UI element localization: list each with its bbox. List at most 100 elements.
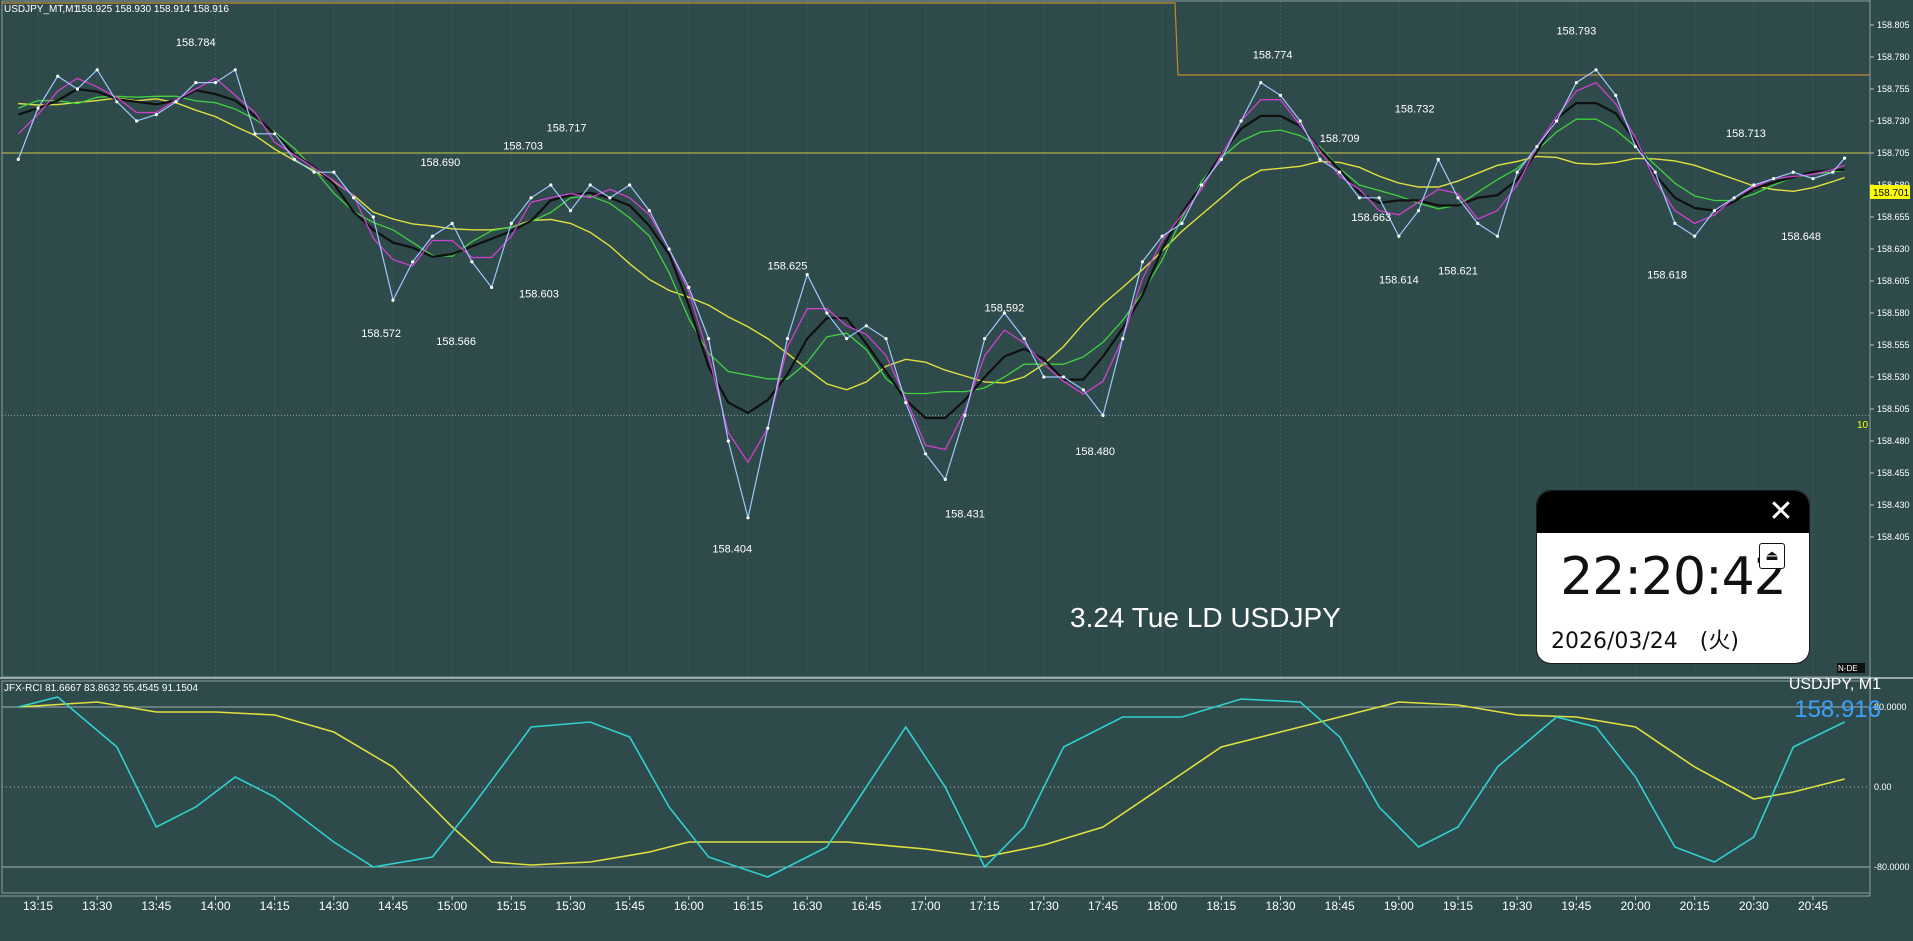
price-annotation: 158.614 [1379, 274, 1419, 286]
chart-watermark: 3.24 Tue LD USDJPY [1070, 602, 1341, 633]
price-point [884, 337, 888, 341]
price-point [253, 132, 257, 136]
price-annotation: 158.592 [985, 303, 1025, 315]
time-axis-label: 18:15 [1206, 899, 1236, 913]
time-axis-label: 15:15 [496, 899, 526, 913]
price-point [1397, 234, 1401, 238]
price-point [1081, 388, 1085, 392]
price-annotation: 158.572 [361, 328, 401, 340]
price-point [766, 426, 770, 430]
price-point [391, 298, 395, 302]
axis-tick-label: 158.580 [1877, 308, 1910, 318]
price-point [1771, 177, 1776, 181]
price-point [568, 209, 573, 213]
price-point [135, 119, 139, 123]
price-point [56, 74, 60, 78]
price-point [1633, 145, 1638, 149]
price-point [943, 477, 947, 481]
moving-average-fast [17, 87, 1845, 420]
price-annotation: 158.732 [1395, 103, 1435, 115]
clock-widget[interactable]: ✕ 22:20:42 ⏏ 2026/03/24 (火) [1537, 491, 1809, 663]
price-point [430, 234, 435, 238]
time-axis-label: 20:15 [1680, 899, 1710, 913]
price-point [1121, 337, 1125, 341]
time-axis-label: 20:45 [1798, 899, 1828, 913]
rci-axis-label: -80.0000 [1874, 862, 1910, 872]
price-point [1061, 375, 1066, 379]
price-point [75, 87, 80, 91]
eject-icon[interactable]: ⏏ [1759, 543, 1785, 569]
price-point [411, 260, 415, 264]
price-point [273, 132, 277, 136]
chart-ohlc-header: 158.925 158.930 158.914 158.916 [76, 4, 229, 15]
price-annotation: 158.713 [1726, 128, 1766, 140]
price-point [1219, 157, 1223, 161]
price-point [1160, 234, 1164, 238]
price-point [1842, 156, 1847, 160]
price-point [1357, 196, 1361, 200]
price-point [667, 247, 671, 251]
time-axis: 13:15 13:30 13:45 14:00 14:15 14:30 14:45 15:00… [0, 895, 1870, 913]
price-point [1101, 413, 1105, 417]
axis-tick-label: 158.555 [1877, 340, 1910, 350]
price-point [1515, 170, 1519, 174]
time-axis-label: 17:45 [1088, 899, 1118, 913]
price-annotation: 158.566 [436, 336, 476, 348]
moving-average-short [17, 77, 1845, 464]
price-annotation: 158.404 [712, 543, 752, 555]
axis-tick-label: 158.530 [1877, 372, 1910, 382]
axis-tick-label: 158.405 [1877, 532, 1910, 542]
bottom-right-tag: N-DE [1837, 663, 1865, 673]
time-axis-label: 15:00 [437, 899, 467, 913]
price-point [115, 100, 119, 104]
price-point [1535, 145, 1539, 149]
price-annotation: 158.717 [547, 123, 587, 135]
time-axis-label: 16:15 [733, 899, 763, 913]
price-annotation: 158.690 [420, 157, 460, 169]
right-edge-label: 10 [1857, 420, 1869, 431]
price-annotation: 158.625 [768, 260, 808, 272]
price-point [312, 170, 316, 174]
price-annotation: 158.648 [1781, 231, 1821, 243]
rci-line-mid [18, 696, 1845, 878]
price-annotation: 158.774 [1253, 50, 1293, 62]
rci-line-long [18, 701, 1845, 866]
price-point [1476, 221, 1480, 225]
rci-axis-label: 0.00 [1874, 782, 1892, 792]
price-series [16, 68, 1847, 520]
axis-tick-label: 158.730 [1877, 116, 1910, 126]
price-point [154, 113, 158, 117]
price-point [1002, 311, 1006, 315]
price-point [213, 81, 218, 85]
price-point [746, 516, 750, 520]
rci-axis-label: 80.0000 [1874, 702, 1907, 712]
price-point [16, 157, 20, 161]
price-annotation: 158.431 [945, 509, 985, 521]
axis-tick-label: 158.755 [1877, 84, 1910, 94]
price-annotation: 158.784 [176, 37, 216, 49]
close-icon[interactable]: ✕ [1768, 494, 1794, 529]
time-axis-label: 17:30 [1029, 899, 1059, 913]
price-point [1318, 157, 1322, 161]
price-annotation: 158.663 [1351, 212, 1391, 224]
price-point [647, 209, 651, 213]
price-point [1791, 170, 1795, 174]
price-point [1811, 177, 1815, 181]
price-point [1436, 157, 1440, 161]
time-axis-label: 19:45 [1561, 899, 1591, 913]
rci-price-label: 158.916 [1794, 696, 1881, 723]
axis-tick-label: 158.430 [1877, 500, 1910, 510]
price-point [1200, 183, 1204, 187]
price-point [1594, 68, 1598, 72]
axis-tick-label: 158.655 [1877, 212, 1910, 222]
price-annotation: 158.621 [1438, 266, 1478, 278]
price-point [1673, 221, 1677, 225]
current-price-tag: 158.701 [1870, 185, 1910, 199]
price-point [608, 196, 612, 200]
price-annotation: 158.480 [1075, 446, 1115, 458]
price-point [983, 337, 987, 341]
price-point [371, 215, 375, 219]
price-point [687, 285, 691, 289]
